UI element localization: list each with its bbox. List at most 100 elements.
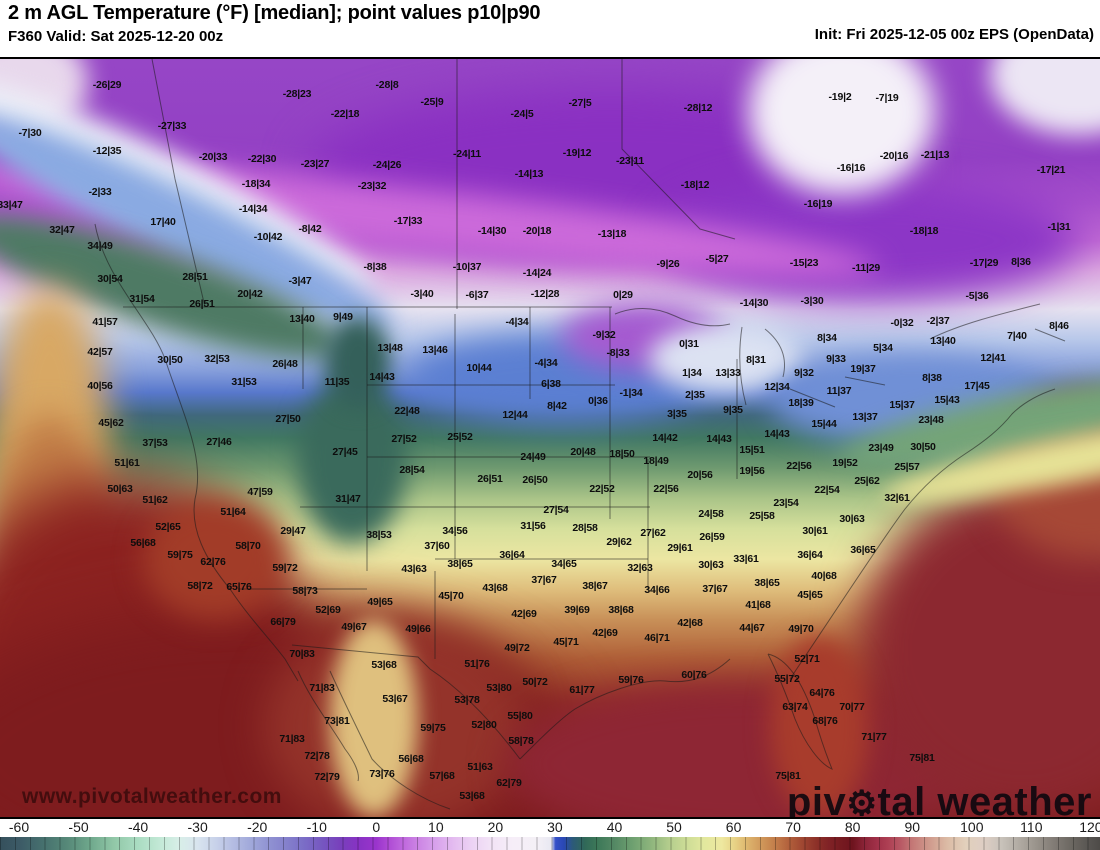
point-value: -3|30 [800,295,824,307]
point-value: -1|31 [1047,221,1071,233]
colorbar-tick: 110 [1020,819,1043,835]
point-value: -12|28 [530,288,560,300]
point-value: 22|56 [653,483,679,495]
point-value: 5|34 [873,342,893,354]
point-value: 14|42 [652,432,678,444]
point-value: 62|76 [200,556,226,568]
point-value: -23|11 [615,155,645,167]
point-value: 3|35 [667,408,687,420]
point-value: -14|24 [522,267,552,279]
point-value: 65|76 [226,581,252,593]
point-value: 51|62 [142,494,168,506]
point-value: 31|47 [335,493,361,505]
point-value: -21|13 [920,149,950,161]
point-value: 37|60 [424,540,450,552]
point-value: 42|69 [511,608,537,620]
point-value: -4|34 [534,357,558,369]
point-value: -15|23 [789,257,819,269]
point-value: -20|16 [879,150,909,162]
point-value: 17|40 [150,216,176,228]
colorbar [0,837,1100,850]
point-value: 19|37 [850,363,876,375]
point-value: 42|57 [87,346,113,358]
point-value: 58|70 [235,540,261,552]
point-value: -27|5 [568,97,592,109]
colorbar-tick: -10 [306,819,327,835]
point-value: 15|44 [811,418,837,430]
point-value: 53|67 [382,693,408,705]
point-value: 47|59 [247,486,273,498]
valid-time: F360 Valid: Sat 2025-12-20 00z [8,28,224,45]
colorbar-tick: -40 [127,819,149,835]
point-value: -14|13 [514,168,544,180]
point-value: 15|37 [889,399,915,411]
point-value: 71|83 [309,682,335,694]
point-value: 23|49 [868,442,894,454]
point-value: 19|56 [739,465,765,477]
point-value: 30|63 [698,559,724,571]
gear-icon: ⚙ [846,785,878,819]
colorbar-tick: 30 [547,819,563,835]
point-value: 32|63 [627,562,653,574]
point-value: 40|68 [811,570,837,582]
point-value: 40|56 [87,380,113,392]
point-value: -12|35 [92,145,122,157]
colorbar-tick: 20 [487,819,504,835]
point-value: 14|43 [369,371,395,383]
point-value: 23|54 [773,497,799,509]
point-value: 19|52 [832,457,858,469]
point-value: -23|32 [357,180,387,192]
point-value: 45|70 [438,590,464,602]
point-value: 17|45 [964,380,990,392]
point-value: 29|62 [606,536,632,548]
point-value: -2|33 [88,186,112,198]
point-value: 52|80 [471,719,497,731]
point-value: 45|65 [797,589,823,601]
point-value: 1|34 [682,367,702,379]
point-value: -20|33 [198,151,228,163]
point-value: -7|19 [875,92,899,104]
colorbar-tick: 120 [1079,819,1100,835]
point-value: 8|34 [817,332,837,344]
weather-map[interactable]: www.pivotalweather.com piv⚙tal weather -… [0,57,1100,819]
point-value: 26|51 [189,298,215,310]
point-value: 25|52 [447,431,473,443]
point-value: 50|72 [522,676,548,688]
point-value: -20|18 [522,225,552,237]
colorbar-tick: 10 [428,819,444,835]
point-value: 71|77 [861,731,887,743]
point-value: 75|81 [909,752,935,764]
colorbar-tick: 60 [725,819,742,835]
point-value: -1|34 [619,387,643,399]
point-value: -6|37 [465,289,489,301]
point-value: 53|68 [371,659,397,671]
point-value: 9|35 [723,404,743,416]
colorbar-tick: -20 [247,819,268,835]
point-value: -28|8 [375,79,399,91]
point-value: -18|34 [241,178,271,190]
point-value: 15|43 [934,394,960,406]
point-value: -5|27 [705,253,729,265]
point-value: 28|58 [572,522,598,534]
point-value: -23|27 [300,158,330,170]
point-value: 68|76 [812,715,838,727]
point-value: 32|61 [884,492,910,504]
point-value: 32|53 [204,353,230,365]
point-value: 51|61 [114,457,140,469]
pivotal-weather-logo: piv⚙tal weather [787,780,1092,819]
point-value: 52|69 [315,604,341,616]
point-value: -22|30 [247,153,277,165]
point-value: 9|33 [826,353,846,365]
point-value: 55|72 [774,673,800,685]
point-value: -4|34 [505,316,529,328]
point-value: 23|48 [918,414,944,426]
point-value: 13|33 [715,367,741,379]
point-value: 44|67 [739,622,765,634]
point-value: 58|72 [187,580,213,592]
point-value: 37|67 [702,583,728,595]
point-value: 41|57 [92,316,118,328]
point-value: 10|44 [466,362,492,374]
point-value: 25|62 [854,475,880,487]
colorbar-tick: 0 [372,819,381,835]
point-value: -7|30 [18,127,42,139]
